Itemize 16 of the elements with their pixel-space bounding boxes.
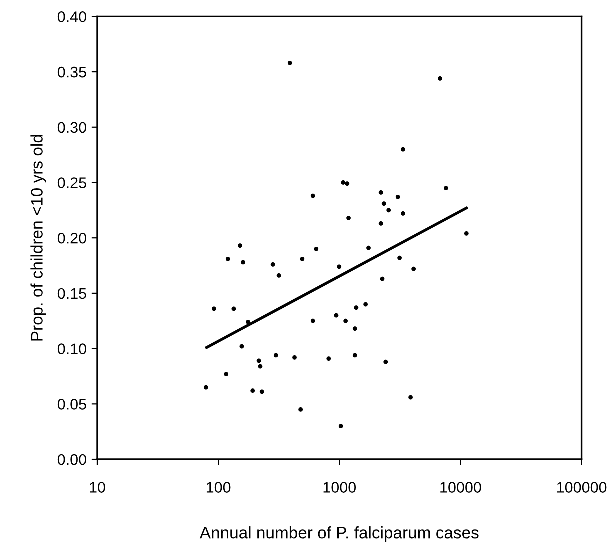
y-tick-label: 0.15 bbox=[58, 288, 86, 300]
y-tick-label: 0.10 bbox=[58, 344, 86, 354]
x-tick-label: 1000 bbox=[324, 482, 356, 493]
y-tick-label: 0.20 bbox=[58, 232, 86, 244]
y-tick-label: 0.05 bbox=[58, 399, 86, 410]
x-tick-label: 10 bbox=[90, 482, 106, 493]
x-axis-title: Annual number of P. falciparum cases bbox=[200, 526, 479, 542]
y-tick-label: 0.40 bbox=[58, 12, 86, 22]
y-tick-label: 0.25 bbox=[58, 178, 86, 188]
y-axis-title: Prop. of children <10 yrs old bbox=[30, 135, 46, 341]
y-tick-label: 0.35 bbox=[58, 66, 86, 78]
y-tick-label: 0.00 bbox=[58, 454, 86, 466]
x-tick-label: 100 bbox=[206, 482, 231, 493]
x-tick-label: 10000 bbox=[440, 482, 482, 493]
y-tick-label: 0.30 bbox=[58, 122, 86, 134]
x-tick-label: 100000 bbox=[557, 482, 607, 493]
